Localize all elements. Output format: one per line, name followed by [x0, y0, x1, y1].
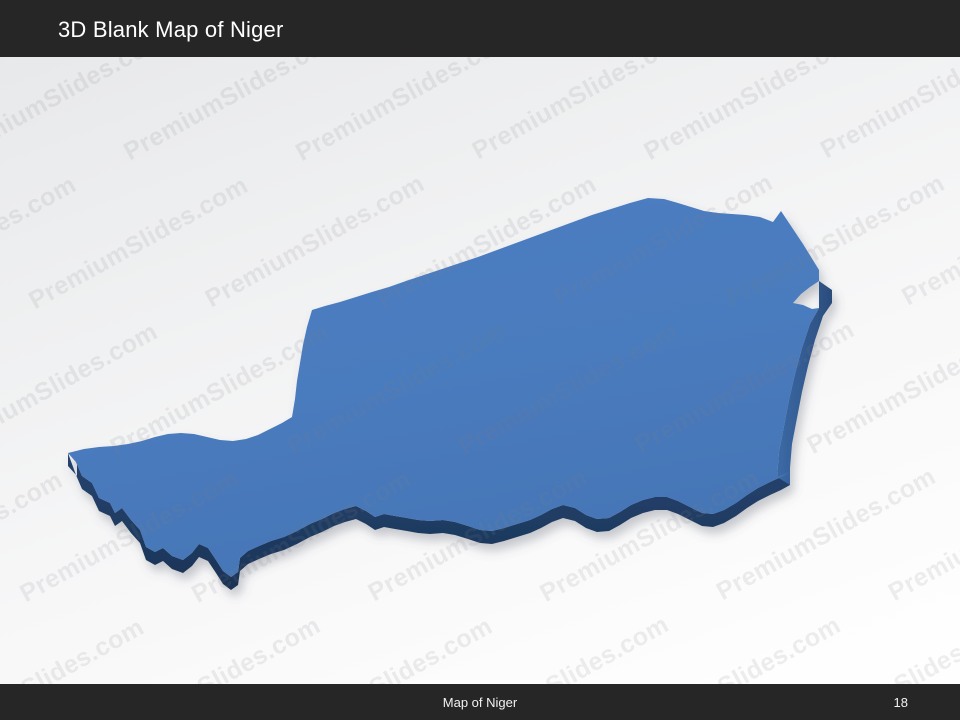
map-side-face-east [777, 281, 832, 485]
footer-page-number: 18 [893, 695, 908, 710]
map-top-face [68, 198, 819, 577]
footer-label: Map of Niger [442, 695, 518, 710]
page-title: 3D Blank Map of Niger [58, 17, 284, 42]
header-bar [0, 0, 960, 57]
map-extrusion-group [68, 198, 832, 590]
map-side-face-south [68, 453, 790, 590]
footer-bar [0, 684, 960, 720]
